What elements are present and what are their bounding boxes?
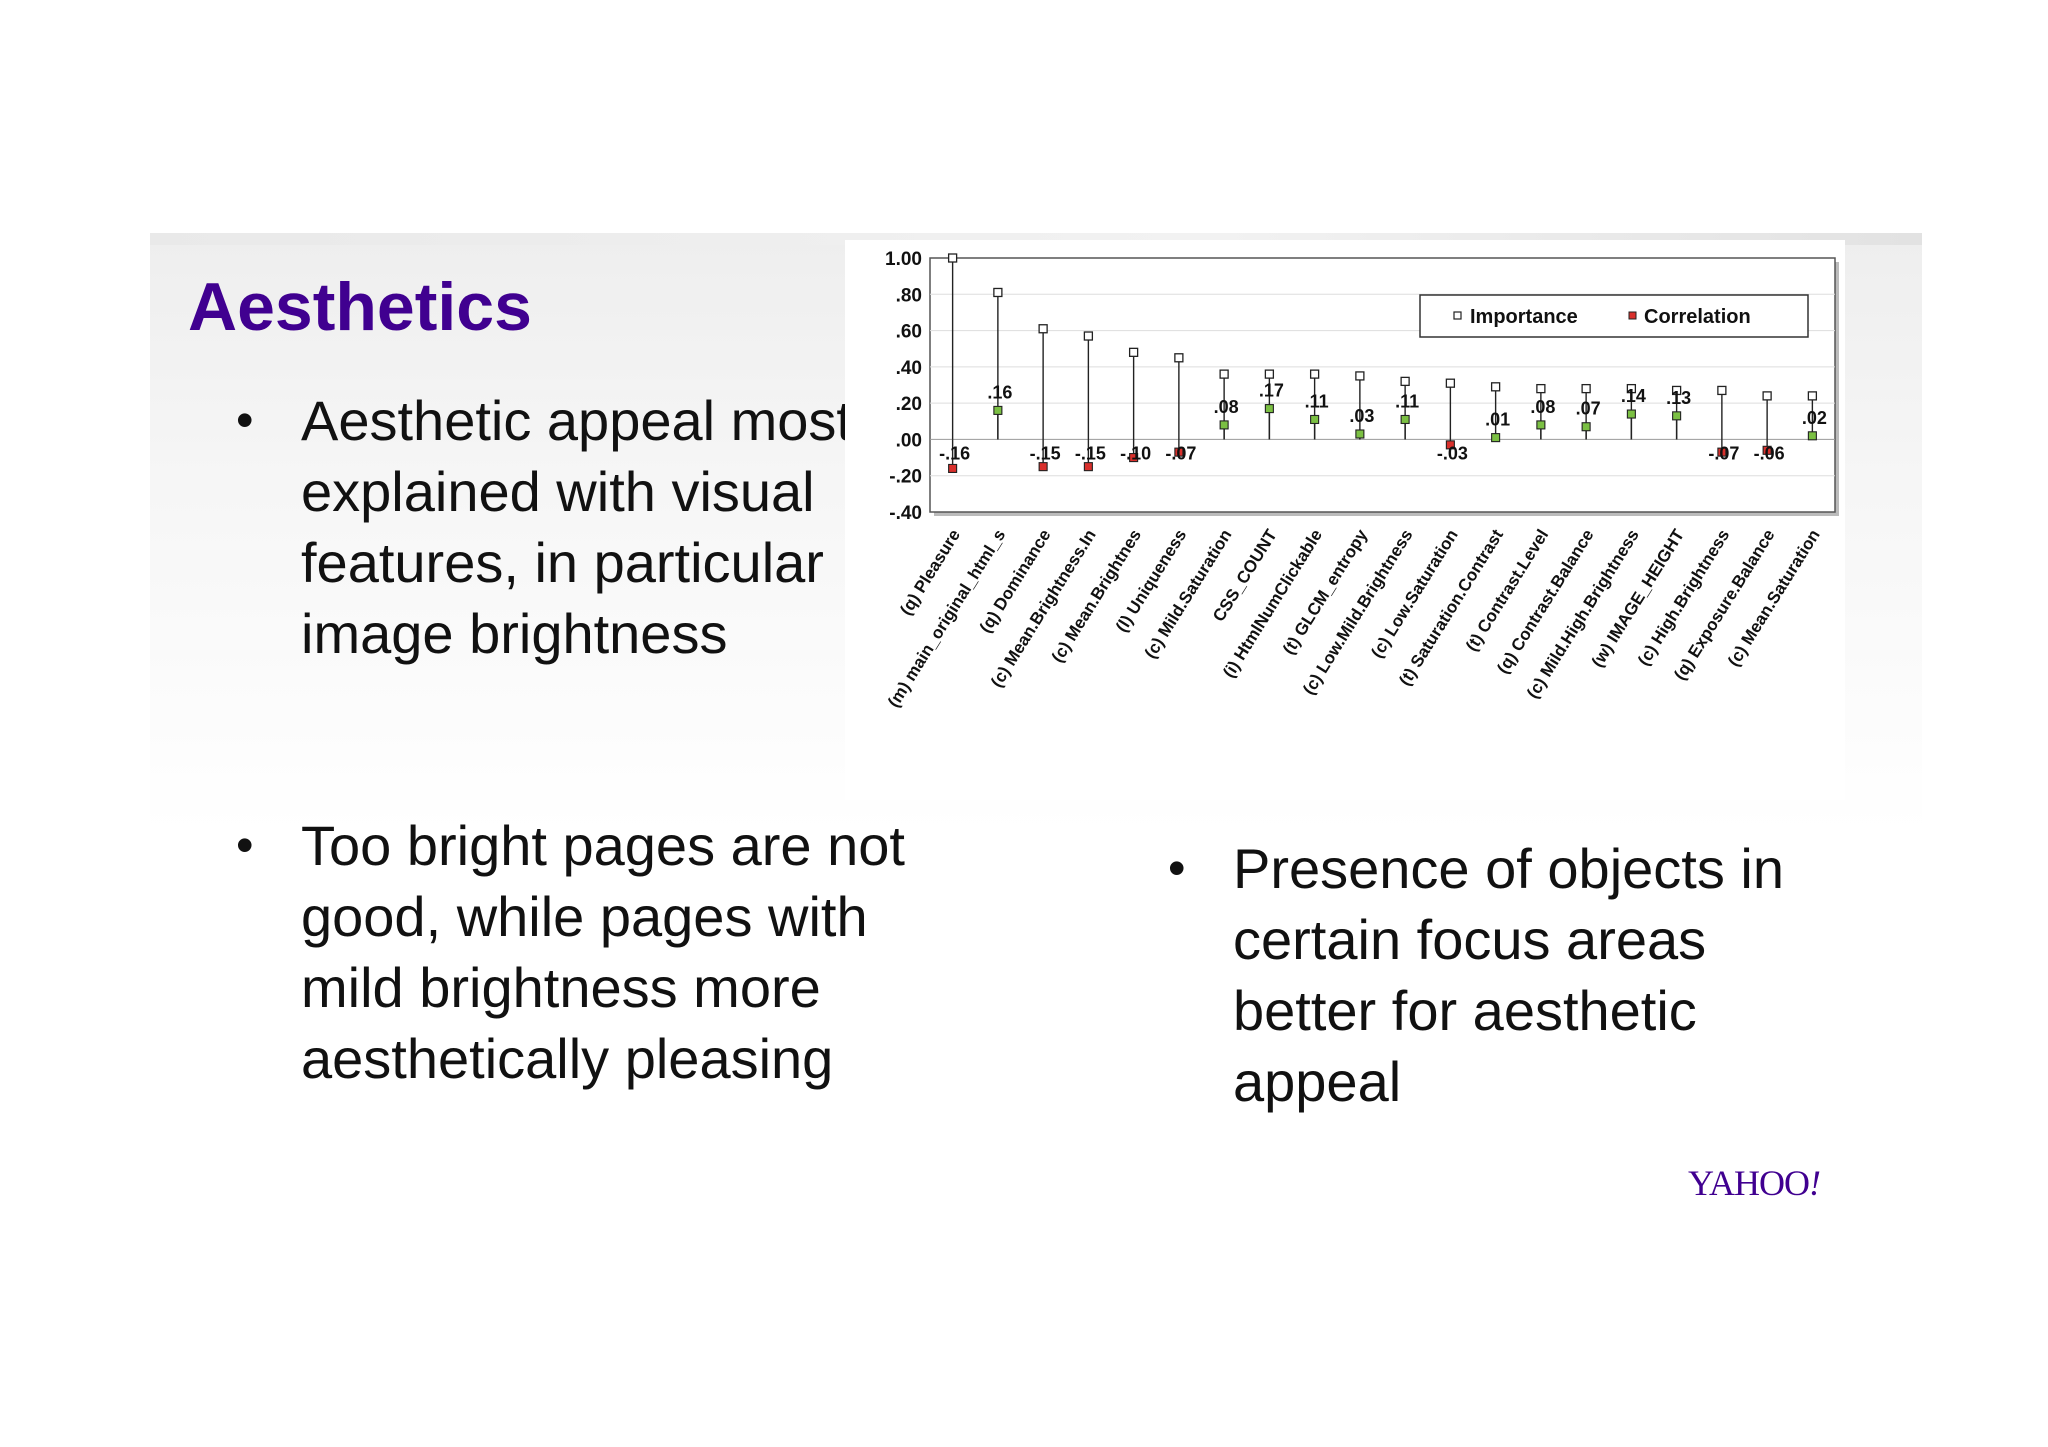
y-tick-label: .60	[896, 322, 922, 343]
bullet-list-left-top: • Aesthetic appeal mostly explained with…	[188, 385, 908, 669]
x-category-label: (t) Contrast.Level	[1462, 526, 1552, 655]
bullet-item: • Aesthetic appeal mostly explained with…	[188, 385, 908, 669]
y-tick-label: .40	[896, 358, 922, 379]
correlation-point	[1762, 445, 1772, 455]
legend-importance-label: Importance	[1470, 306, 1578, 328]
legend-box	[1419, 294, 1809, 338]
correlation-data-label: -.16	[939, 443, 970, 463]
legend-importance-swatch	[1453, 311, 1462, 320]
importance-point	[1807, 391, 1818, 401]
importance-point	[1581, 383, 1591, 394]
correlation-data-label: .02	[1802, 408, 1827, 428]
correlation-data-label: .13	[1666, 388, 1691, 408]
importance-point	[1219, 369, 1229, 379]
importance-point	[993, 287, 1003, 298]
correlation-data-label: .07	[1576, 399, 1601, 419]
correlation-data-label: .08	[1214, 397, 1239, 417]
importance-point	[1355, 371, 1365, 381]
correlation-data-label: .11	[1395, 391, 1419, 411]
correlation-point	[1400, 414, 1410, 425]
importance-point	[1400, 376, 1410, 387]
correlation-data-label: .11	[1305, 391, 1329, 411]
y-tick-label: .00	[896, 430, 922, 451]
x-category-label: (t) GLCM_entropy	[1279, 526, 1371, 658]
importance-point	[1717, 385, 1727, 396]
bullet-text: Aesthetic appeal mostly explained with v…	[301, 389, 893, 665]
importance-point	[1174, 353, 1184, 363]
bullet-dot: •	[236, 817, 254, 873]
bullet-list-left-bottom: • Too bright pages are not good, while p…	[188, 810, 908, 1094]
y-tick-label: -.40	[889, 503, 922, 524]
importance-point	[1128, 347, 1139, 357]
legend-correlation-swatch	[1628, 311, 1637, 320]
importance-point	[1445, 378, 1456, 388]
bullet-list-right: • Presence of objects in certain focus a…	[1120, 833, 1860, 1117]
correlation-point	[1807, 431, 1817, 441]
bullet-text: Too bright pages are not good, while pag…	[301, 814, 905, 1090]
importance-point	[1671, 385, 1682, 396]
importance-point	[1264, 369, 1275, 379]
correlation-data-label: .17	[1259, 381, 1284, 401]
y-tick-label: -.20	[889, 467, 922, 488]
bullet-dot: •	[1168, 840, 1186, 896]
y-tick-label: 1.00	[885, 249, 922, 270]
correlation-data-label: .01	[1485, 410, 1510, 430]
correlation-point	[1581, 422, 1591, 432]
correlation-data-label: .14	[1621, 386, 1646, 406]
correlation-point	[1038, 462, 1048, 472]
legend-correlation-label: Correlation	[1644, 306, 1751, 328]
correlation-data-label: -.15	[1030, 443, 1061, 463]
correlation-point	[1536, 420, 1546, 430]
logo-text: YAHOO	[1688, 1163, 1810, 1203]
bullet-item: • Presence of objects in certain focus a…	[1120, 833, 1860, 1117]
correlation-point	[1491, 433, 1501, 443]
correlation-point	[993, 405, 1003, 415]
importance-point	[1038, 324, 1048, 334]
correlation-point	[948, 463, 958, 474]
correlation-point	[1717, 447, 1727, 457]
correlation-point	[1355, 429, 1365, 439]
correlation-data-label: -.07	[1708, 443, 1739, 463]
importance-point	[947, 253, 958, 263]
importance-point	[1762, 391, 1772, 401]
importance-point	[1626, 383, 1637, 394]
correlation-point	[1626, 409, 1636, 419]
correlation-point	[1264, 404, 1274, 414]
correlation-point	[1310, 414, 1320, 425]
importance-point	[1536, 383, 1546, 394]
importance-point	[1309, 369, 1320, 379]
correlation-point	[1219, 420, 1229, 430]
y-tick-label: .20	[896, 394, 922, 415]
correlation-data-label: -.06	[1754, 443, 1785, 463]
correlation-data-label: .03	[1349, 406, 1374, 426]
correlation-point	[1445, 440, 1455, 450]
importance-correlation-chart: 1.00.80.60.40.20.00-.20-.40-.16(q) Pleas…	[884, 249, 1839, 711]
correlation-point	[1672, 411, 1682, 421]
correlation-data-label: -.10	[1120, 443, 1151, 463]
slide-title: Aesthetics	[188, 269, 532, 345]
correlation-data-label: -.07	[1165, 443, 1196, 463]
correlation-data-label: -.03	[1437, 443, 1468, 463]
y-tick-label: .80	[896, 285, 922, 306]
logo-mark: !	[1809, 1163, 1821, 1203]
bullet-dot: •	[236, 392, 254, 448]
correlation-data-label: .16	[987, 382, 1012, 402]
correlation-point	[1083, 462, 1093, 472]
bullet-text: Presence of objects in certain focus are…	[1233, 837, 1784, 1113]
chart-container: 1.00.80.60.40.20.00 -.20 -.40 -.16 (q) Pleas…	[845, 240, 1845, 800]
correlation-point	[1174, 447, 1184, 457]
correlation-data-label: -.15	[1075, 443, 1106, 463]
importance-point	[1083, 331, 1094, 341]
correlation-point	[1129, 453, 1139, 463]
yahoo-logo: YAHOO!	[1688, 1162, 1821, 1204]
correlation-data-label: .08	[1530, 397, 1555, 417]
importance-point	[1490, 382, 1501, 392]
bullet-item: • Too bright pages are not good, while p…	[188, 810, 908, 1094]
